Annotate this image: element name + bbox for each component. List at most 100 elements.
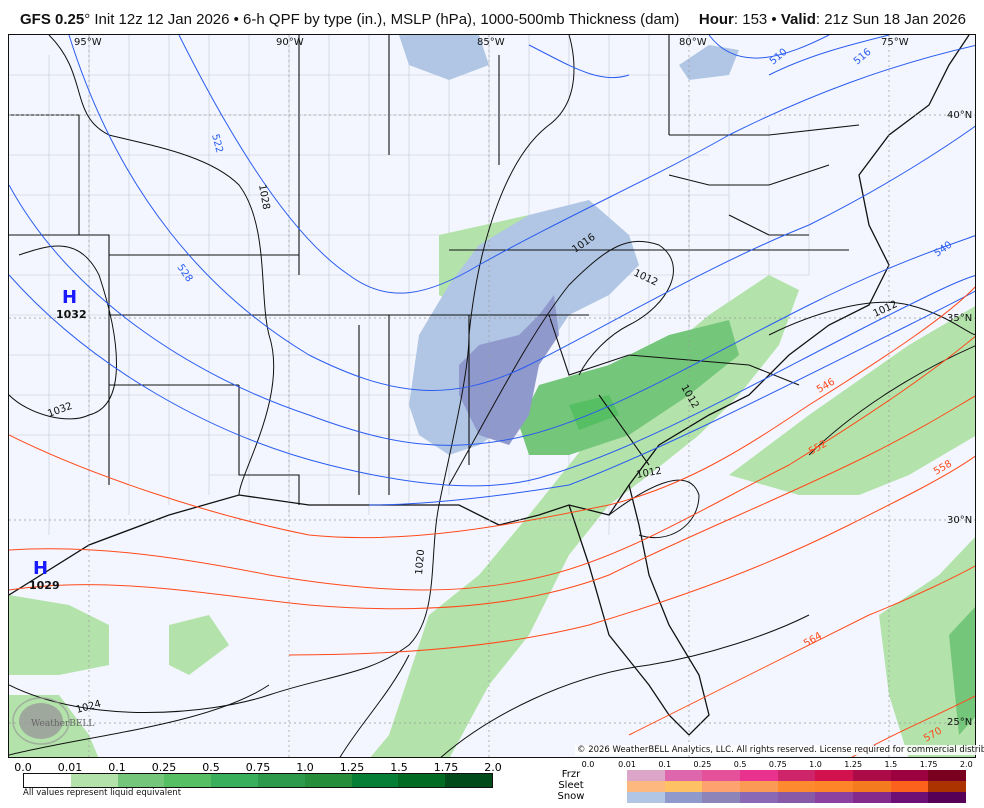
lat-label: 30°N bbox=[947, 515, 972, 526]
ptype-swatch bbox=[627, 781, 665, 792]
lon-label: 75°W bbox=[881, 37, 909, 48]
ptype-legend-tick: 2.0 bbox=[959, 760, 973, 769]
rain-legend-tick: 0.25 bbox=[151, 761, 177, 774]
ptype-swatch bbox=[890, 781, 929, 792]
ptype-swatch bbox=[853, 770, 891, 781]
thickness-label: 528 bbox=[175, 262, 195, 284]
rain-legend-tick: 0.5 bbox=[202, 761, 220, 774]
lat-label: 25°N bbox=[947, 717, 972, 728]
weatherbell-logo: WeatherBELL bbox=[12, 697, 94, 745]
ptype-swatch bbox=[664, 781, 703, 792]
ptype-swatch bbox=[815, 770, 854, 781]
pressure-centers: H 1032 H 1029 bbox=[29, 287, 87, 592]
thickness-label: 510 bbox=[768, 47, 790, 68]
thickness-cold-lines bbox=[9, 35, 975, 506]
ptype-swatch bbox=[702, 781, 741, 792]
ptype-label-frzr: Frzr bbox=[561, 769, 581, 780]
svg-text:WeatherBELL: WeatherBELL bbox=[31, 719, 94, 729]
lon-label: 95°W bbox=[74, 37, 102, 48]
map-title: GFS 0.25° Init 12z 12 Jan 2026 • 6-h QPF… bbox=[20, 11, 680, 28]
ptype-row-frzr bbox=[627, 770, 967, 781]
rain-legend-tick: 0.0 bbox=[14, 761, 32, 774]
isobar-label: 1012 bbox=[632, 268, 660, 289]
rain-legend-tick: 0.1 bbox=[108, 761, 126, 774]
ptype-label-sleet: Sleet bbox=[558, 780, 584, 791]
ptype-swatch bbox=[702, 792, 741, 803]
ptype-row-sleet bbox=[627, 781, 967, 792]
ptype-legend-tick: 0.25 bbox=[693, 760, 712, 769]
ptype-swatch bbox=[664, 770, 703, 781]
rain-legend-tick: 0.01 bbox=[57, 761, 83, 774]
lon-label: 80°W bbox=[679, 37, 707, 48]
ptype-row-snow bbox=[627, 792, 967, 803]
rain-legend-swatch bbox=[70, 774, 118, 787]
thickness-label: 564 bbox=[802, 631, 824, 650]
high-pressure-symbol: H bbox=[62, 287, 77, 308]
ptype-swatch bbox=[815, 781, 854, 792]
snow-areas bbox=[399, 35, 739, 455]
ptype-legend-tick: 1.25 bbox=[844, 760, 863, 769]
thickness-warm-lines bbox=[9, 286, 975, 757]
rain-legend-tick: 2.0 bbox=[484, 761, 502, 774]
rain-legend-swatch bbox=[398, 774, 446, 787]
ptype-swatch bbox=[928, 781, 967, 792]
isobars bbox=[9, 35, 975, 757]
ptype-swatch bbox=[815, 792, 854, 803]
rain-legend-tick: 1.5 bbox=[390, 761, 408, 774]
rain-legend-swatch bbox=[445, 774, 492, 787]
ptype-legend-tick: 0.0 bbox=[581, 760, 595, 769]
isobar-label: 1012 bbox=[636, 466, 663, 481]
rain-legend-swatch bbox=[24, 774, 71, 787]
copyright-notice: © 2026 WeatherBELL Analytics, LLC. All r… bbox=[575, 745, 984, 755]
ptype-swatch bbox=[928, 792, 967, 803]
rain-legend bbox=[23, 773, 493, 788]
ptype-swatch bbox=[777, 781, 816, 792]
high-pressure-value: 1029 bbox=[29, 579, 60, 592]
ptype-swatch bbox=[664, 792, 703, 803]
rain-legend-tick: 1.25 bbox=[339, 761, 365, 774]
isobar-label: 1028 bbox=[256, 184, 271, 211]
ptype-legend-tick: 0.01 bbox=[618, 760, 636, 769]
isobar-label: 1032 bbox=[46, 401, 74, 420]
ptype-legend-tick: 0.5 bbox=[733, 760, 747, 769]
lat-label: 40°N bbox=[947, 110, 972, 121]
rain-legend-swatch bbox=[117, 774, 165, 787]
high-pressure-symbol: H bbox=[33, 558, 48, 579]
valid-time: Hour: 153 • Valid: 21z Sun 18 Jan 2026 bbox=[698, 11, 966, 28]
thickness-label: 540 bbox=[932, 239, 954, 259]
ptype-swatch bbox=[890, 792, 929, 803]
weather-map: 95°W 90°W 85°W 80°W 75°W 40°N 35°N 30°N … bbox=[8, 34, 976, 758]
isobar-label: 1024 bbox=[75, 699, 102, 716]
ptype-legend-tick: 0.1 bbox=[658, 760, 672, 769]
rain-legend-swatch bbox=[257, 774, 305, 787]
thickness-label: 522 bbox=[209, 133, 225, 154]
ptype-swatch bbox=[627, 770, 665, 781]
ptype-swatch bbox=[627, 792, 665, 803]
rain-legend-swatch bbox=[164, 774, 212, 787]
rain-legend-swatch bbox=[304, 774, 352, 787]
rain-legend-ticks: 0.0 0.01 0.1 0.25 0.5 0.75 1.0 1.25 1.5 1.75 2.0 bbox=[8, 761, 508, 774]
rain-legend-swatch bbox=[211, 774, 258, 787]
lon-label: 85°W bbox=[477, 37, 505, 48]
legend-note: All values represent liquid equivalent bbox=[23, 788, 182, 798]
ptype-swatch bbox=[740, 770, 778, 781]
thickness-label: 546 bbox=[815, 377, 837, 396]
ptype-swatch bbox=[740, 781, 778, 792]
ptype-legend-tick: 1.75 bbox=[919, 760, 938, 769]
graticule bbox=[9, 35, 975, 757]
lat-label: 35°N bbox=[947, 313, 972, 324]
ptype-swatch bbox=[702, 770, 741, 781]
ptype-legend-tick: 1.0 bbox=[809, 760, 822, 769]
rain-legend-swatch bbox=[351, 774, 399, 787]
ptype-label-snow: Snow bbox=[557, 791, 585, 802]
high-pressure-value: 1032 bbox=[56, 308, 87, 321]
isobar-label: 1020 bbox=[414, 549, 427, 575]
ptype-swatch bbox=[740, 792, 778, 803]
thickness-label: 516 bbox=[852, 47, 874, 68]
ptype-swatch bbox=[777, 792, 816, 803]
rain-legend-tick: 1.0 bbox=[296, 761, 314, 774]
thickness-label: 558 bbox=[932, 459, 954, 478]
ptype-swatch bbox=[928, 770, 967, 781]
ptype-swatch bbox=[853, 792, 891, 803]
ptype-swatch bbox=[777, 770, 816, 781]
